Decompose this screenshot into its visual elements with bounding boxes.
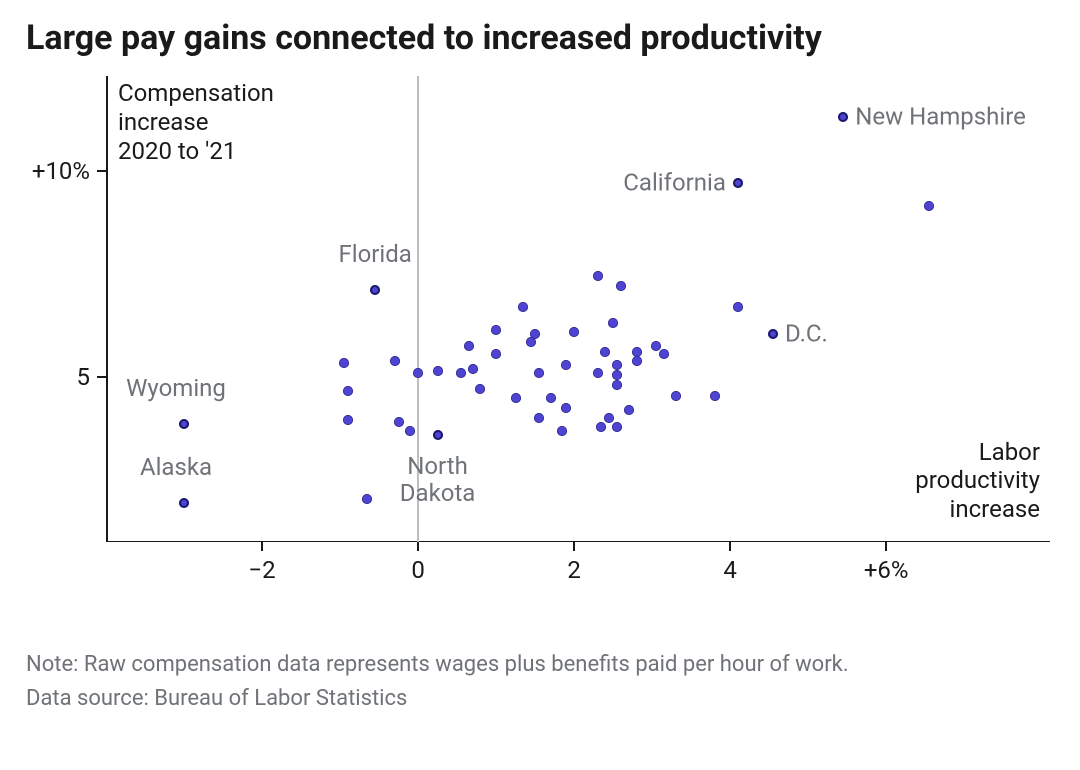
x-tick-label: −2 <box>248 556 275 584</box>
scatter-point <box>561 403 571 413</box>
x-tick-label: 0 <box>411 556 425 584</box>
scatter-point <box>632 347 642 357</box>
x-tick <box>729 542 731 551</box>
point-label: Wyoming <box>126 376 226 403</box>
scatter-point <box>511 393 521 403</box>
scatter-point <box>838 112 848 122</box>
scatter-point <box>475 384 485 394</box>
scatter-point <box>464 341 474 351</box>
scatter-point <box>491 325 501 335</box>
point-label: New Hampshire <box>855 104 1026 131</box>
scatter-point <box>413 368 423 378</box>
scatter-point <box>343 386 353 396</box>
x-tick <box>417 542 419 551</box>
x-axis-line <box>106 541 1050 543</box>
scatter-point <box>561 360 571 370</box>
point-label: Alaska <box>140 454 212 481</box>
chart-note: Note: Raw compensation data represents w… <box>26 652 849 677</box>
scatter-point <box>468 364 478 374</box>
scatter-point <box>456 368 466 378</box>
scatter-point <box>733 178 743 188</box>
scatter-point <box>612 380 622 390</box>
scatter-point <box>534 368 544 378</box>
scatter-point <box>405 426 415 436</box>
scatter-point <box>768 329 778 339</box>
y-tick <box>97 170 106 172</box>
scatter-point <box>518 302 528 312</box>
x-tick <box>261 542 263 551</box>
scatter-point <box>343 415 353 425</box>
scatter-plot: −2024+6%5+10%Compensationincrease2020 to… <box>106 76 1050 542</box>
scatter-point <box>733 302 743 312</box>
scatter-point <box>600 347 610 357</box>
scatter-point <box>616 281 626 291</box>
scatter-point <box>179 419 189 429</box>
x-tick <box>885 542 887 551</box>
x-tick <box>573 542 575 551</box>
point-label: California <box>623 170 726 197</box>
y-axis-line <box>106 76 108 542</box>
scatter-point <box>534 413 544 423</box>
scatter-point <box>546 393 556 403</box>
scatter-point <box>526 337 536 347</box>
x-tick-label: +6% <box>864 556 909 584</box>
scatter-point <box>671 391 681 401</box>
y-tick-label: 5 <box>77 363 91 391</box>
scatter-point <box>339 358 349 368</box>
scatter-point <box>624 405 634 415</box>
scatter-point <box>593 271 603 281</box>
scatter-point <box>179 498 189 508</box>
scatter-point <box>433 366 443 376</box>
x-axis-title: Laborproductivityincrease <box>915 438 1040 524</box>
scatter-point <box>390 356 400 366</box>
scatter-point <box>710 391 720 401</box>
figure-frame: Large pay gains connected to increased p… <box>0 0 1080 770</box>
scatter-point <box>612 370 622 380</box>
scatter-point <box>612 422 622 432</box>
point-label: Florida <box>338 242 411 269</box>
scatter-point <box>593 368 603 378</box>
x-tick-label: 2 <box>567 556 581 584</box>
scatter-point <box>608 318 618 328</box>
y-tick <box>97 376 106 378</box>
scatter-point <box>491 349 501 359</box>
chart-source: Data source: Bureau of Labor Statistics <box>26 686 407 711</box>
x-tick-label: 4 <box>723 556 737 584</box>
y-tick-label: +10% <box>32 157 90 185</box>
point-label: NorthDakota <box>400 453 476 507</box>
scatter-point <box>659 349 669 359</box>
scatter-point <box>569 327 579 337</box>
chart-title: Large pay gains connected to increased p… <box>26 18 822 58</box>
scatter-point <box>557 426 567 436</box>
scatter-point <box>370 285 380 295</box>
scatter-point <box>596 422 606 432</box>
scatter-point <box>924 201 934 211</box>
scatter-point <box>394 417 404 427</box>
y-axis-title: Compensationincrease2020 to '21 <box>118 79 274 165</box>
scatter-point <box>433 430 443 440</box>
scatter-point <box>362 494 372 504</box>
point-label: D.C. <box>785 320 828 347</box>
scatter-point <box>612 360 622 370</box>
